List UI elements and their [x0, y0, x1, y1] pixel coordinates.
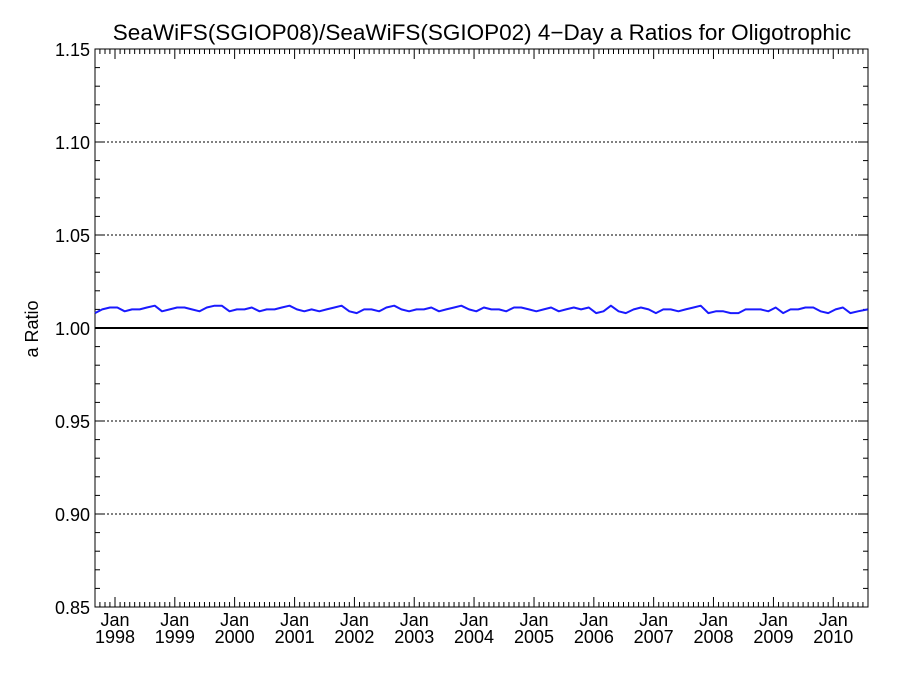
x-tick-label-year: 2010 — [813, 627, 853, 647]
series-line — [94, 304, 868, 315]
x-tick-label-month: Jan — [220, 610, 249, 630]
x-axis-ticks: Jan1998Jan1999Jan2000Jan2001Jan2002Jan20… — [94, 49, 869, 647]
x-tick-label-month: Jan — [340, 610, 369, 630]
x-tick-label-year: 1998 — [95, 627, 135, 647]
y-tick-label: 0.95 — [55, 412, 90, 432]
x-tick-label-month: Jan — [819, 610, 848, 630]
x-tick-label-year: 2005 — [514, 627, 554, 647]
x-tick-label-year: 2006 — [574, 627, 614, 647]
y-tick-label: 1.15 — [55, 40, 90, 60]
chart-title: SeaWiFS(SGIOP08)/SeaWiFS(SGIOP02) 4−Day … — [113, 20, 851, 45]
x-tick-label-year: 2002 — [334, 627, 374, 647]
x-tick-label-month: Jan — [160, 610, 189, 630]
x-tick-label-month: Jan — [460, 610, 489, 630]
x-tick-label-month: Jan — [759, 610, 788, 630]
series-group — [94, 304, 868, 315]
y-tick-label: 0.85 — [55, 598, 90, 618]
y-axis-label: a Ratio — [22, 300, 42, 357]
y-tick-label: 1.00 — [55, 319, 90, 339]
x-tick-label-month: Jan — [280, 610, 309, 630]
x-tick-label-year: 2000 — [215, 627, 255, 647]
y-tick-label: 1.10 — [55, 133, 90, 153]
x-tick-label-year: 2008 — [693, 627, 733, 647]
gridlines — [95, 141, 868, 515]
x-tick-label-month: Jan — [100, 610, 129, 630]
x-tick-label-year: 2007 — [634, 627, 674, 647]
x-tick-label-year: 2009 — [753, 627, 793, 647]
x-tick-label-year: 2003 — [394, 627, 434, 647]
x-tick-label-year: 2001 — [275, 627, 315, 647]
x-tick-label-year: 2004 — [454, 627, 494, 647]
y-axis-ticks: 0.85 0.90 0.95 1.00 1.05 1.10 1.15 — [55, 40, 868, 618]
x-tick-label-month: Jan — [699, 610, 728, 630]
x-tick-label-month: Jan — [639, 610, 668, 630]
x-tick-label-month: Jan — [400, 610, 429, 630]
x-tick-label-year: 1999 — [155, 627, 195, 647]
x-tick-label-month: Jan — [520, 610, 549, 630]
y-tick-label: 1.05 — [55, 226, 90, 246]
y-tick-label: 0.90 — [55, 505, 90, 525]
x-tick-label-month: Jan — [579, 610, 608, 630]
